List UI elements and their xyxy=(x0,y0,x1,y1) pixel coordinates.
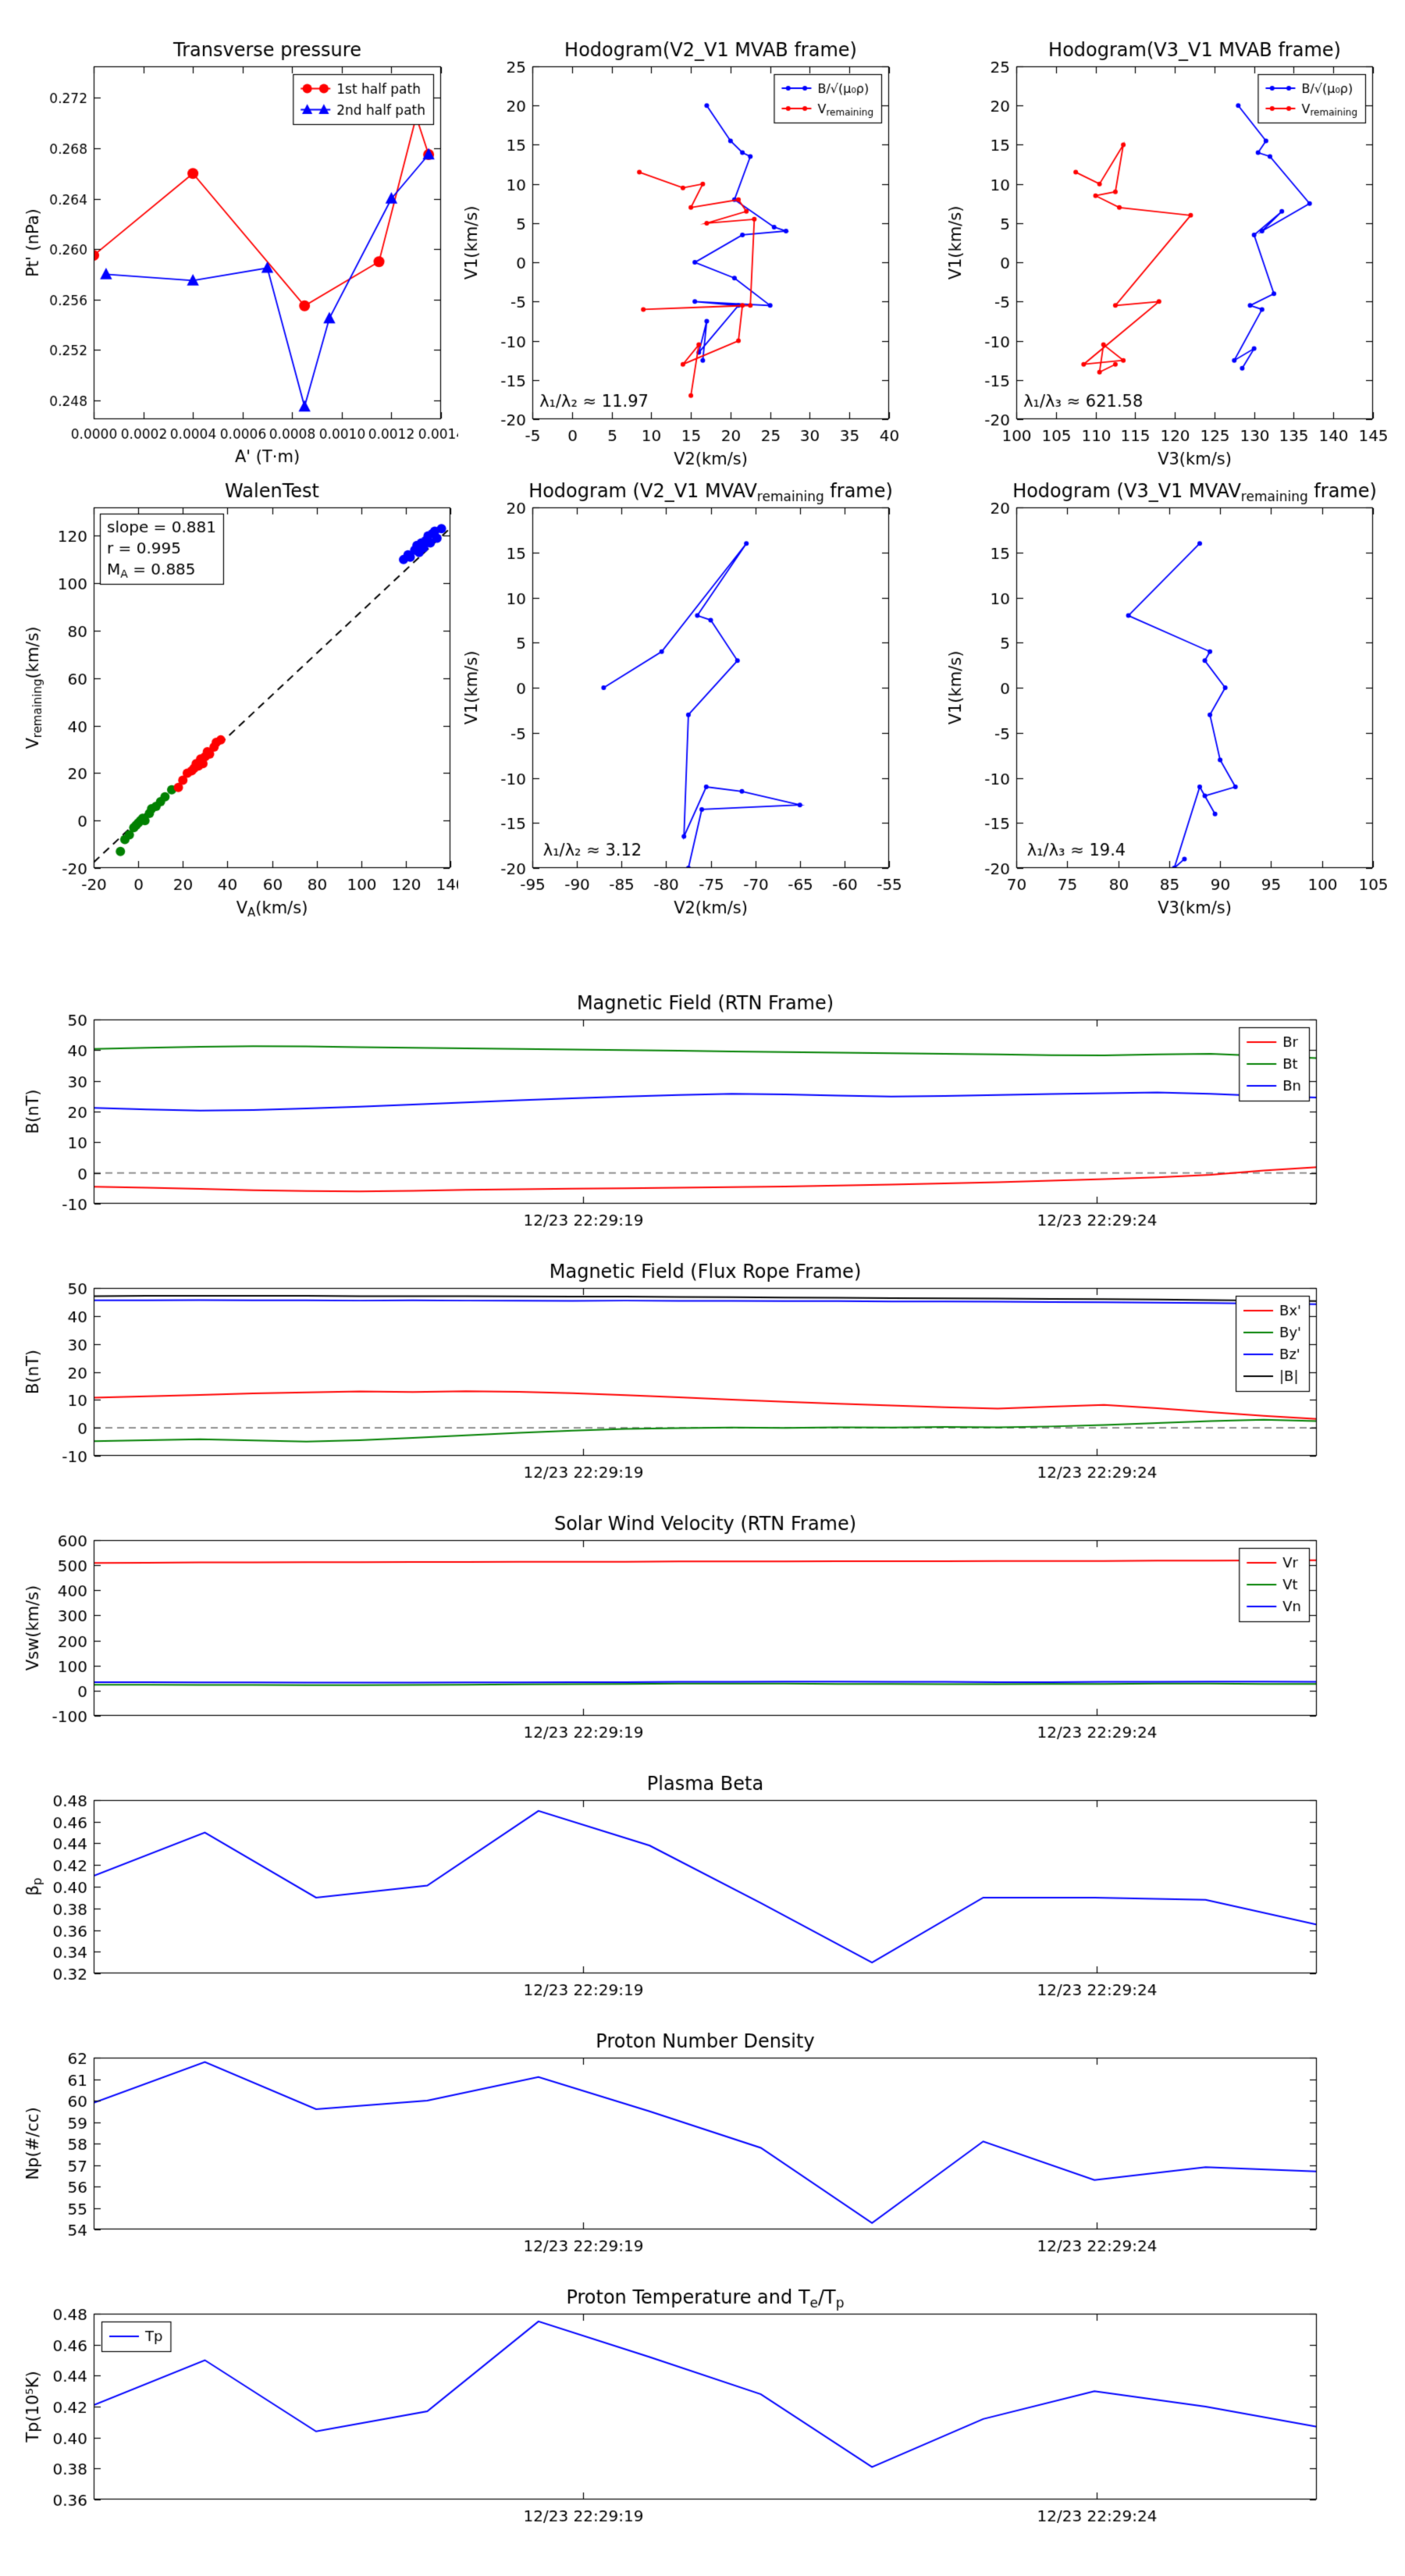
proton-density-chart xyxy=(20,2023,1331,2279)
walen-test-chart xyxy=(20,472,464,917)
plasma-beta-chart xyxy=(20,1765,1331,2023)
proton-temperature-chart xyxy=(20,2279,1331,2549)
magnetic-field-rtn-chart xyxy=(20,984,1331,1253)
solar-wind-velocity-chart xyxy=(20,1505,1331,1765)
hodogram-v3v1-mvav-chart xyxy=(942,472,1387,917)
hodogram-v2v1-mvab-chart xyxy=(458,31,903,468)
hodogram-v3v1-mvab-chart xyxy=(942,31,1387,468)
transverse-pressure-chart xyxy=(20,31,464,468)
hodogram-v2v1-mvav-chart xyxy=(458,472,903,917)
magnetic-field-flux-rope-chart xyxy=(20,1253,1331,1505)
